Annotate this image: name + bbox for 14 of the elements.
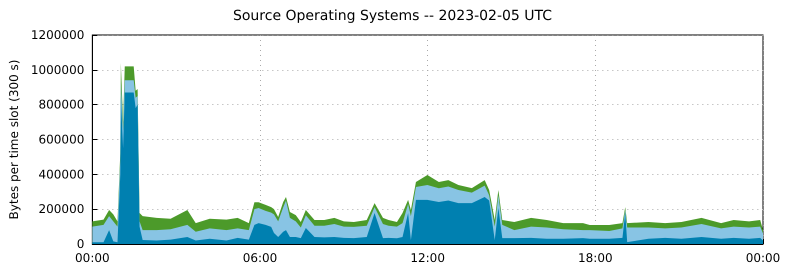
x-tick-label: 18:00 bbox=[578, 251, 613, 265]
x-tick-label: 06:00 bbox=[242, 251, 278, 265]
x-tick-label: 00:00 bbox=[746, 251, 780, 265]
chart-title: Source Operating Systems -- 2023-02-05 UTC bbox=[232, 8, 552, 24]
y-axis-title: Bytes per time slot (300 s) bbox=[7, 60, 21, 220]
y-tick-label: 400000 bbox=[38, 167, 84, 182]
y-tick-label: 1200000 bbox=[30, 28, 84, 42]
y-tick-label: 200000 bbox=[38, 202, 84, 216]
y-tick-label: 800000 bbox=[38, 98, 84, 112]
y-tick-label: 0 bbox=[76, 237, 84, 251]
x-tick-label: 00:00 bbox=[75, 251, 110, 265]
x-tick-label: 12:00 bbox=[410, 251, 445, 265]
y-tick-label: 1000000 bbox=[30, 62, 84, 77]
y-tick-label: 600000 bbox=[38, 132, 84, 146]
